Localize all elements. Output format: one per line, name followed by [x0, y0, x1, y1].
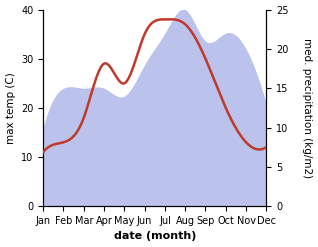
Y-axis label: med. precipitation (kg/m2): med. precipitation (kg/m2): [302, 38, 313, 178]
Y-axis label: max temp (C): max temp (C): [5, 72, 16, 144]
X-axis label: date (month): date (month): [114, 231, 196, 242]
